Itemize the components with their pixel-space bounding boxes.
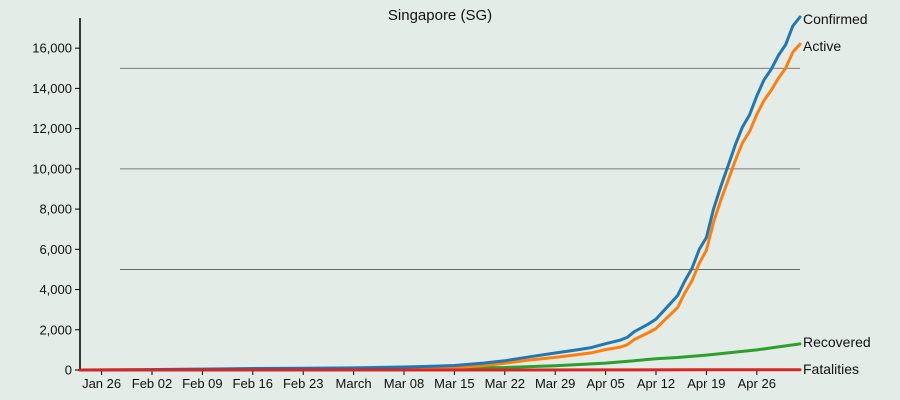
y-tick-label: 12,000: [32, 121, 72, 136]
y-tick-label: 10,000: [32, 161, 72, 176]
x-tick-label: Feb 09: [182, 376, 222, 391]
y-tick-label: 2,000: [39, 322, 72, 337]
x-tick-label: Feb 23: [283, 376, 323, 391]
x-tick-label: Jan 26: [82, 376, 121, 391]
x-tick-label: Feb 02: [132, 376, 172, 391]
y-axis-ticks: 0 2,000 4,000 6,000 8,000 10,000 12,000 14,000 1…: [32, 41, 80, 378]
series-label-active: Active: [803, 38, 841, 54]
series-labels: Confirmed Active Recovered Fatalities: [803, 11, 871, 377]
x-tick-label: Feb 16: [233, 376, 273, 391]
series-label-fatalities: Fatalities: [803, 361, 859, 377]
y-tick-label: 16,000: [32, 41, 72, 56]
series-label-recovered: Recovered: [803, 334, 871, 350]
x-tick-label: Apr 05: [586, 376, 624, 391]
series-lines: [78, 15, 802, 372]
y-tick-label: 14,000: [32, 81, 72, 96]
x-tick-label: March: [336, 376, 372, 391]
x-axis-ticks: Jan 26 Feb 02 Feb 09 Feb 16 Feb 23 March Mar 0…: [82, 370, 776, 391]
x-tick-label: Apr 26: [738, 376, 776, 391]
y-tick-label: 0: [65, 363, 72, 378]
series-line-confirmed: [78, 15, 802, 372]
x-tick-label: Mar 08: [384, 376, 424, 391]
series-label-confirmed: Confirmed: [803, 11, 868, 27]
chart-title: Singapore (SG): [388, 7, 492, 24]
x-tick-label: Apr 19: [687, 376, 725, 391]
y-tick-label: 4,000: [39, 282, 72, 297]
x-tick-label: Apr 12: [637, 376, 675, 391]
y-tick-label: 6,000: [39, 242, 72, 257]
series-line-active: [78, 42, 802, 372]
x-tick-label: Mar 22: [485, 376, 525, 391]
x-tick-label: Mar 29: [535, 376, 575, 391]
gridlines: [120, 67, 800, 270]
x-tick-label: Mar 15: [434, 376, 474, 391]
y-tick-label: 8,000: [39, 202, 72, 217]
